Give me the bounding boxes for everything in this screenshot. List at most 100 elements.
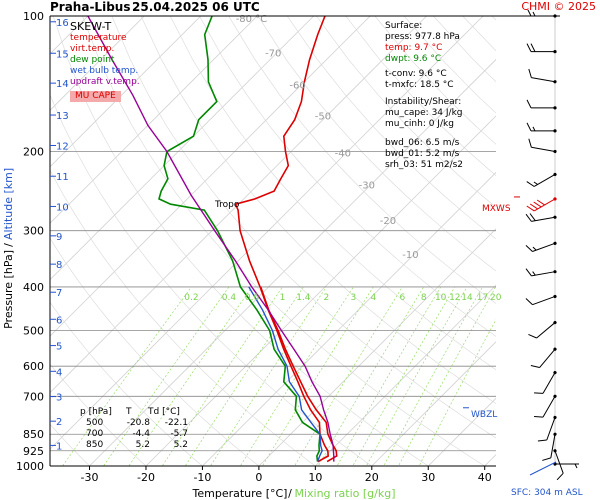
isotherm-line	[50, 16, 314, 281]
wind-barb	[526, 99, 557, 110]
mixing-ratio-label: 1.4	[296, 293, 311, 303]
wind-barb-feather	[536, 199, 545, 206]
mixing-ratio-label: 10	[435, 293, 447, 303]
dry-adiabat	[50, 237, 260, 466]
mixing-ratio-label: 1	[280, 293, 286, 303]
dry-adiabat	[199, 16, 496, 337]
wind-barb-feather	[526, 99, 532, 109]
legend-temperature: temperature	[70, 33, 127, 43]
series-line-4	[87, 16, 335, 462]
wind-barb	[528, 320, 557, 339]
wind-barb-dot	[553, 215, 557, 219]
wbzl-label: WBZL	[471, 410, 497, 420]
wind-barb	[542, 432, 557, 461]
wind-barb-feather	[537, 439, 547, 442]
dry-adiabat	[82, 16, 486, 466]
datetime-title: 25.04.2025 06 UTC	[132, 0, 260, 14]
altitude-tick-label: 15	[56, 49, 69, 60]
mxws-label: MXWS	[482, 204, 511, 214]
dry-adiabat	[50, 169, 316, 466]
isotherm-label: -20	[380, 216, 396, 227]
table-row: 500 -20.8 -22.1	[86, 418, 188, 428]
wind-barb	[530, 347, 557, 369]
legend-updraft: updraft v.temp.	[70, 77, 140, 87]
level-table: p [hPa] T Td [°C] 500 -20.8 -22.1 700 -4…	[80, 407, 188, 451]
series-line-0	[234, 16, 330, 463]
wind-barb-feather	[528, 138, 532, 148]
altitude-tick-label: 2	[56, 417, 62, 428]
wind-barb-feather	[526, 205, 535, 212]
dry-adiabat	[111, 16, 496, 439]
mixing-ratio-label: 3	[351, 293, 357, 303]
wind-barb-shaft	[533, 174, 556, 187]
surface-panel: Surface: press: 977.8 hPa temp: 9.7 °C d…	[385, 21, 463, 171]
mixing-ratio-line	[103, 286, 230, 466]
wind-barb-shaft	[542, 396, 556, 418]
wind-barb-halffeather	[533, 181, 538, 185]
altitude-tick-label: 7	[56, 288, 62, 299]
sfc-tick	[529, 461, 557, 476]
mu-cape-value: mu_cape: 34 J/kg	[385, 108, 463, 118]
wind-barb-feather	[525, 268, 532, 277]
wind-barb-halffeather	[532, 271, 536, 276]
mixing-ratio-label: 0.2	[184, 293, 198, 303]
altitude-tick-label: 1	[56, 441, 62, 452]
wind-barb-feather	[529, 213, 536, 221]
isotherm-labels: -80 °C -70 -60 -50 -40 -30 -20 -10	[236, 14, 419, 261]
sfc-label: SFC: 304 m ASL	[511, 488, 583, 498]
mixing-ratio-label: 8	[421, 293, 427, 303]
wind-barb	[525, 213, 557, 222]
wind-barb-feather	[526, 122, 532, 132]
wind-barb-feather	[528, 333, 537, 339]
table-header-t: T	[126, 407, 132, 417]
altitude-tick-label: 13	[56, 111, 69, 122]
pressure-tick-label: 700	[23, 390, 44, 403]
wind-barb-shaft	[554, 450, 564, 474]
wind-barb-shaft	[531, 77, 556, 83]
wind-barb	[534, 370, 557, 394]
mu-cape-badge: MU CAPE	[70, 91, 121, 102]
mixing-ratio-line	[398, 286, 496, 466]
wind-barb-feather	[525, 245, 533, 252]
wind-barb-feather	[533, 201, 542, 208]
mixing-ratio-line	[184, 286, 304, 466]
chart-axes: 1002003004005006007008509251000123456789…	[16, 10, 560, 484]
temperature-tick-label: 40	[478, 471, 492, 484]
altitude-tick-label: 16	[56, 18, 69, 29]
temperature-tick-label: -30	[81, 471, 99, 484]
pressure-tick-label: 200	[23, 145, 44, 158]
temperature-tick-label: 30	[421, 471, 435, 484]
mixing-ratio-label: 17	[477, 293, 488, 303]
x-axis-title-secondary: Mixing ratio [g/kg]	[294, 487, 395, 500]
temperature-tick-label: -20	[137, 471, 155, 484]
table-row: 700 -4.4 -5.7	[86, 429, 188, 439]
wind-barb	[525, 294, 557, 306]
dry-adiabat	[316, 16, 496, 208]
altitude-tick-label: 3	[56, 393, 62, 404]
bwd-01-value: bwd_01: 5.2 m/s	[385, 149, 460, 159]
dry-adiabat	[257, 16, 496, 272]
x-axis-title-separator: /	[288, 487, 292, 500]
wind-barb	[527, 10, 557, 18]
tropopause-label: Tropo	[214, 200, 240, 210]
wind-barb-feather	[530, 43, 536, 52]
wind-barb-shaft	[531, 146, 556, 152]
isotherm-label: -40	[335, 148, 351, 159]
isotherm-label: -60	[289, 81, 305, 92]
wind-barb-feather	[530, 364, 540, 369]
mu-cinh-value: mu_cinh: 0 J/kg	[385, 119, 454, 129]
wind-barb-shaft	[550, 434, 556, 458]
pressure-tick-label: 100	[23, 10, 44, 23]
isotherm-label: -80 °C	[236, 14, 268, 25]
dry-adiabat	[140, 16, 496, 404]
dry-adiabat	[50, 301, 203, 466]
table-header-p: p [hPa]	[80, 407, 112, 417]
dry-adiabat	[286, 16, 496, 240]
surface-pressure: press: 977.8 hPa	[385, 32, 460, 42]
wind-barb-shaft	[539, 348, 556, 368]
wind-barb-feather	[542, 457, 551, 461]
mixing-ratio-line	[128, 286, 253, 466]
pressure-tick-label: 600	[23, 360, 44, 373]
srh-03-value: srh_03: 51 m2/s2	[385, 160, 464, 170]
